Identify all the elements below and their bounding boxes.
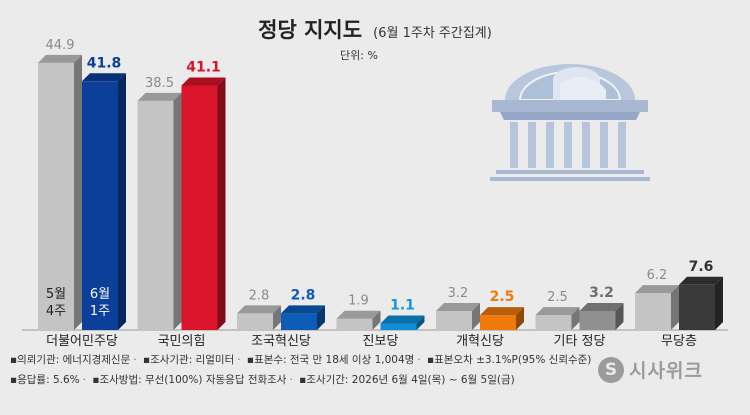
chart-title: 정당 지지도 (258, 18, 363, 42)
bar-current-3 (380, 315, 425, 330)
footnote-response-rate: ▪응답률: 5.6% (10, 374, 80, 386)
footnote-method: ▪조사방법: 무선(100%) 자동응답 전화조사 (92, 374, 287, 386)
footnote-agency: ▪조사기관: 리얼미터 (142, 354, 235, 366)
category-label: 개혁신당 (456, 334, 504, 349)
bar-previous-6 (635, 285, 679, 330)
value-label-current: 2.5 (490, 289, 515, 305)
bar-previous-2 (237, 305, 281, 330)
in-bar-period-label: 6월 1주 (90, 287, 110, 319)
category-label: 더불어민주당 (46, 334, 118, 349)
category-label: 진보당 (363, 334, 399, 349)
category-label: 국민의힘 (158, 334, 206, 349)
bar-previous-4 (436, 302, 480, 330)
value-label-current: 7.6 (689, 259, 714, 275)
value-label-current: 3.2 (589, 285, 614, 301)
value-label-previous: 6.2 (647, 268, 668, 283)
category-label: 조국혁신당 (251, 334, 311, 349)
footnote-period: ▪조사기간: 2026년 6월 4일(목) ~ 6월 5일(금) (299, 374, 515, 386)
bar-previous-0 (38, 54, 82, 330)
national-assembly-building-icon (490, 64, 650, 181)
category-label: 기타 정당 (554, 334, 606, 349)
value-label-current: 1.1 (390, 297, 415, 313)
brand-mark-icon: S (598, 356, 624, 383)
footnote-margin: ▪표본오차 ±3.1%P(95% 신뢰수준) (426, 354, 592, 366)
bar-current-0 (82, 73, 126, 330)
unit-label: 단위: % (340, 49, 378, 62)
bar-current-6 (679, 276, 723, 330)
value-label-previous: 44.9 (46, 38, 75, 53)
value-label-previous: 2.8 (249, 288, 270, 303)
bar-current-2 (281, 305, 325, 330)
footnotes: ▪의뢰기관: 에너지경제신문 · ▪조사기관: 리얼미터 · ▪표본수: 전국 만 … (10, 350, 591, 390)
brand-name: 시사위크 (629, 360, 703, 382)
footnote-line-1: ▪의뢰기관: 에너지경제신문 · ▪조사기관: 리얼미터 · ▪표본수: 전국 만 … (10, 354, 592, 366)
footnote-line-2: ▪응답률: 5.6% · ▪조사방법: 무선(100%) 자동응답 전화조사 · ▪… (10, 374, 515, 386)
chart-subtitle: (6월 1주차 주간집계) (373, 26, 492, 41)
footnote-client: ▪의뢰기관: 에너지경제신문 (10, 354, 131, 366)
bar-previous-1 (137, 92, 182, 330)
value-label-previous: 2.5 (547, 290, 568, 305)
bar-current-4 (480, 307, 524, 330)
bar-current-1 (181, 77, 226, 330)
value-label-current: 2.8 (291, 287, 316, 303)
category-label: 무당층 (661, 334, 697, 349)
value-label-previous: 3.2 (448, 286, 469, 301)
in-bar-period-label: 5월 4주 (46, 287, 66, 319)
bar-current-5 (579, 302, 624, 330)
footnote-sample: ▪표본수: 전국 만 18세 이상 1,004명 (246, 354, 415, 366)
bar-previous-3 (336, 310, 381, 330)
brand-logo: S 시사위크 (598, 356, 703, 383)
bar-previous-5 (535, 307, 580, 330)
value-label-current: 41.8 (87, 55, 122, 71)
value-label-previous: 38.5 (145, 76, 174, 91)
chart-title-block: 정당 지지도 (6월 1주차 주간집계) (0, 14, 750, 44)
value-label-current: 41.1 (186, 59, 221, 75)
value-label-previous: 1.9 (348, 294, 369, 309)
